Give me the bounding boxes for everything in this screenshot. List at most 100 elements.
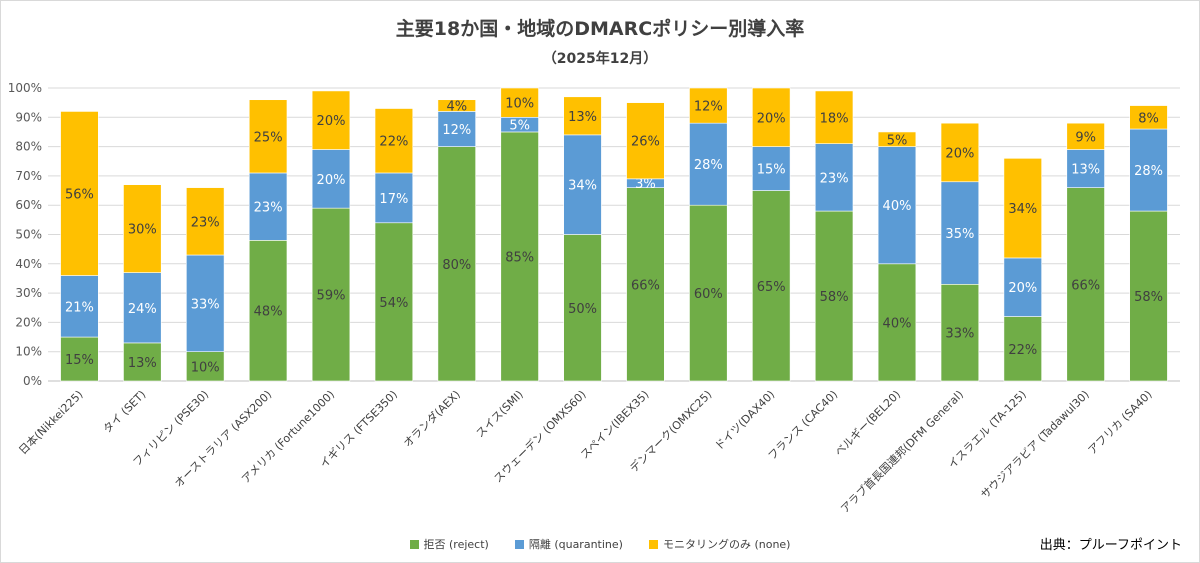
y-tick-label: 0% — [23, 374, 42, 388]
bar-segment — [1066, 187, 1105, 382]
data-label: 34% — [568, 179, 597, 194]
bar-segment — [626, 102, 665, 180]
legend-label-reject: 拒否 (reject) — [423, 538, 489, 551]
bar-segment — [563, 96, 602, 136]
bar-segment — [60, 111, 99, 276]
bar-segment — [689, 204, 728, 382]
bar-segment — [374, 172, 414, 224]
data-label: 20% — [317, 114, 346, 129]
y-tick-label: 70% — [15, 169, 42, 183]
data-label: 15% — [65, 353, 94, 368]
data-label: 12% — [694, 100, 723, 115]
source-credit: 出典：プルーフポイント — [1039, 538, 1182, 553]
bar-segment — [1003, 257, 1042, 317]
y-tick-label: 10% — [15, 345, 42, 359]
legend-label-quarantine: 隔離 (quarantine) — [528, 538, 623, 551]
data-label: 28% — [1134, 164, 1163, 179]
bar-segment — [877, 263, 917, 382]
bar-segment — [60, 336, 99, 382]
data-label: 50% — [568, 302, 597, 317]
data-label: 85% — [505, 250, 534, 265]
bar-segment — [1129, 105, 1168, 130]
data-label: 20% — [317, 173, 346, 188]
legend-label-none: モニタリングのみ (none) — [662, 538, 791, 551]
legend-item-quarantine: 隔離 (quarantine) — [514, 536, 623, 552]
data-label: 23% — [191, 215, 220, 230]
bar-segment — [60, 275, 99, 338]
data-label: 48% — [254, 305, 283, 320]
bar-segment — [1003, 158, 1042, 259]
bar-segment — [626, 187, 665, 382]
data-label: 54% — [379, 296, 408, 311]
data-label: 58% — [1134, 290, 1163, 305]
data-label: 26% — [631, 135, 660, 150]
bar-segment — [752, 190, 791, 382]
bar-segment — [437, 111, 476, 147]
bar-segment — [311, 207, 351, 382]
data-label: 24% — [128, 302, 157, 317]
bar-segment — [877, 131, 917, 147]
data-label: 25% — [254, 130, 283, 145]
legend-swatch-reject — [409, 539, 419, 549]
data-label: 20% — [1008, 281, 1037, 296]
x-category-label: アラブ首長国連邦(DFM General) — [838, 387, 966, 515]
data-label: 3% — [635, 177, 656, 192]
bar-segment — [311, 149, 351, 209]
data-label: 59% — [317, 289, 346, 304]
bar-segment — [814, 210, 854, 382]
x-category-label: タイ (SET) — [101, 388, 149, 436]
x-category-label: ベルギー(BEL20) — [832, 388, 903, 459]
data-label: 21% — [65, 300, 94, 315]
data-label: 5% — [509, 119, 530, 134]
data-label: 17% — [379, 192, 408, 207]
x-category-label: サウジアラビア (Tadawul30) — [978, 388, 1091, 501]
data-label: 12% — [442, 123, 471, 138]
data-label: 40% — [883, 199, 912, 214]
data-label: 18% — [820, 111, 849, 126]
bar-segment — [940, 181, 980, 285]
y-tick-label: 30% — [15, 286, 42, 300]
data-label: 13% — [568, 110, 597, 125]
bar-segment — [123, 184, 162, 273]
legend-swatch-none — [648, 539, 658, 549]
bar-segment — [752, 146, 791, 191]
y-tick-label: 80% — [15, 140, 42, 154]
x-category-label: オランダ(AEX) — [400, 387, 463, 450]
bar-segment — [437, 99, 476, 112]
data-label: 40% — [883, 316, 912, 331]
bar-segment — [940, 284, 980, 382]
bar-segment — [500, 131, 539, 382]
y-tick-label: 90% — [15, 110, 42, 124]
data-label: 30% — [128, 223, 157, 238]
bar-segment — [123, 342, 162, 382]
y-tick-label: 100% — [8, 81, 42, 95]
data-label: 34% — [1008, 202, 1037, 217]
data-label: 80% — [442, 258, 471, 273]
y-tick-label: 60% — [15, 198, 42, 212]
legend-item-none: モニタリングのみ (none) — [648, 536, 791, 552]
data-label: 22% — [1008, 343, 1037, 358]
x-category-label: スイス(SMI) — [473, 388, 525, 440]
bar-segment — [311, 90, 351, 150]
data-label: 22% — [379, 135, 408, 150]
bar-segment — [123, 272, 162, 344]
bar-segment — [500, 87, 539, 118]
data-label: 58% — [820, 290, 849, 305]
data-label: 23% — [820, 171, 849, 186]
bar-segment — [814, 143, 854, 212]
bar-segment — [814, 90, 854, 144]
bar-segment — [877, 146, 917, 265]
chart-title: 主要18か国・地域のDMARCポリシー別導入率 — [395, 18, 805, 40]
bar-segment — [186, 254, 225, 352]
chart-subtitle: （2025年12月） — [542, 51, 658, 67]
bar-segment — [940, 122, 980, 183]
data-label: 23% — [254, 201, 283, 216]
data-label: 13% — [1071, 163, 1100, 178]
bar-segment — [1066, 149, 1105, 188]
y-tick-label: 20% — [15, 315, 42, 329]
bar-segment — [563, 134, 602, 235]
bar-segment — [1066, 122, 1105, 150]
chart-legend: 拒否 (reject) 隔離 (quarantine) モニタリングのみ (no… — [0, 536, 1200, 552]
y-tick-label: 50% — [15, 228, 42, 242]
